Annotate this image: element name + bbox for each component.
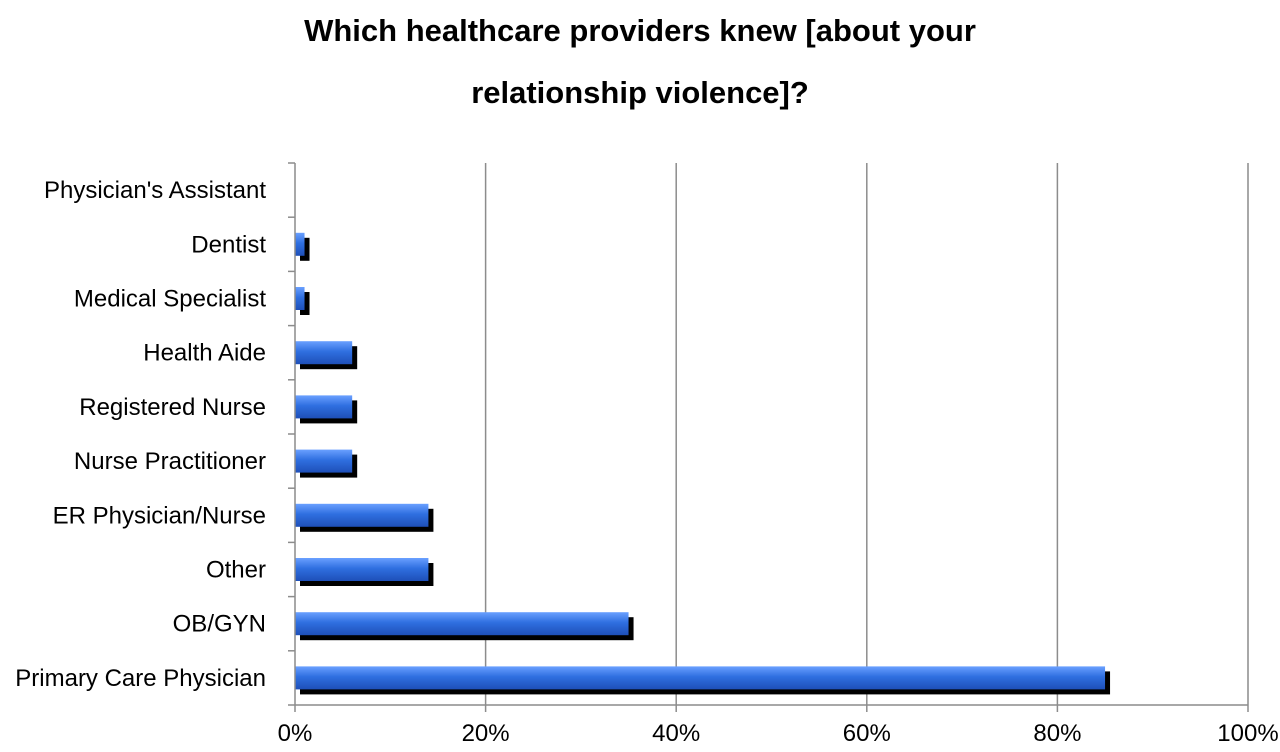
gridlines xyxy=(484,163,1249,705)
bar-shadow xyxy=(300,292,310,315)
bar-shadow xyxy=(300,237,310,261)
bar xyxy=(295,395,353,419)
bars xyxy=(295,232,1111,695)
category-label: Nurse Practitioner xyxy=(74,448,266,475)
category-labels: Physician's Assistant Dentist Medical Spec… xyxy=(15,177,266,692)
category-label: Other xyxy=(206,557,266,584)
bar xyxy=(295,232,305,256)
x-tick-label: 20% xyxy=(462,720,510,747)
x-tick-label: 100% xyxy=(1217,720,1278,747)
x-tick-label: 80% xyxy=(1033,720,1081,747)
bar xyxy=(295,341,353,365)
bar xyxy=(295,558,429,581)
axes xyxy=(288,162,1249,712)
category-label: OB/GYN xyxy=(173,611,266,638)
chart-title: Which healthcare providers knew [about y… xyxy=(0,0,1280,124)
x-tick-label: 0% xyxy=(278,720,313,747)
bar xyxy=(295,666,1106,690)
tick-labels: 0% 20% 40% 60% 80% 100% xyxy=(278,720,1279,747)
bar xyxy=(295,503,429,527)
x-tick-label: 60% xyxy=(843,720,891,747)
category-label: Registered Nurse xyxy=(79,394,266,421)
bar xyxy=(295,287,305,310)
bar xyxy=(295,612,629,636)
chart-title-text: Which healthcare providers knew [about y… xyxy=(304,13,976,110)
category-label: Dentist xyxy=(191,231,266,258)
category-label: Primary Care Physician xyxy=(15,665,266,692)
category-label: Physician's Assistant xyxy=(44,177,266,204)
x-tick-label: 40% xyxy=(652,720,700,747)
category-label: ER Physician/Nurse xyxy=(53,502,266,529)
category-label: Medical Specialist xyxy=(74,286,266,313)
category-label: Health Aide xyxy=(143,340,266,367)
bar xyxy=(295,449,353,473)
